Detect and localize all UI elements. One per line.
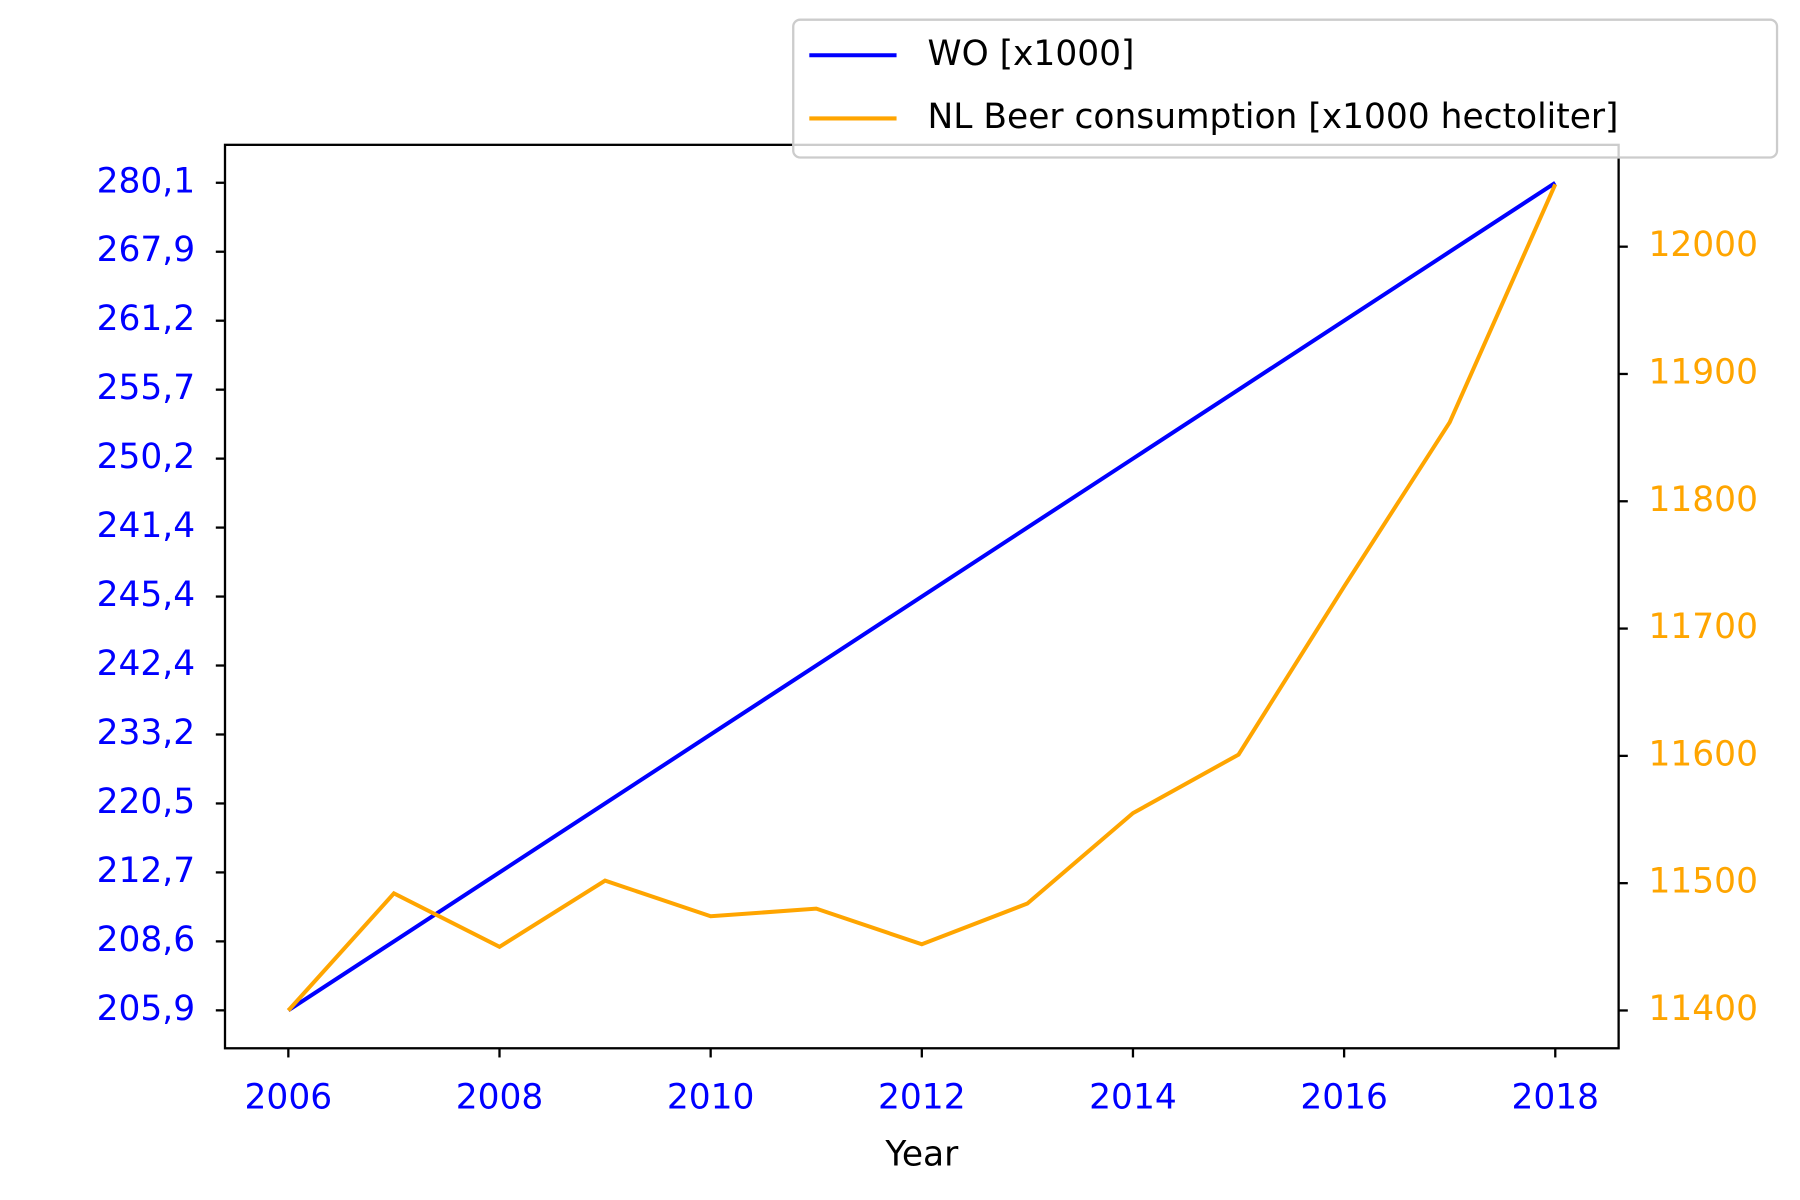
y-tick-label: 261,2 <box>97 299 196 339</box>
y2-tick-label: 11700 <box>1648 607 1758 647</box>
legend-label: WO [x1000] <box>928 34 1135 74</box>
legend-label: NL Beer consumption [x1000 hectoliter] <box>928 97 1619 137</box>
y2-tick-label: 11400 <box>1648 989 1758 1029</box>
series-line <box>287 181 1557 1013</box>
y-tick-label: 241,4 <box>97 506 196 546</box>
y-tick-label: 250,2 <box>97 437 196 477</box>
y2-tick-label: 11600 <box>1648 734 1758 774</box>
legend-box <box>792 18 1779 159</box>
y-tick-label: 245,4 <box>97 575 196 615</box>
y-tick-label: 233,2 <box>97 713 196 753</box>
y2-tick-label: 11800 <box>1648 480 1758 520</box>
x-tick-label: 2016 <box>1300 1077 1388 1117</box>
y-tick-label: 267,9 <box>97 230 196 270</box>
y-tick-label: 242,4 <box>97 644 196 684</box>
x-tick-label: 2012 <box>878 1077 966 1117</box>
y-tick-label: 208,6 <box>97 920 196 960</box>
y2-tick-label: 11900 <box>1648 352 1758 392</box>
x-tick-label: 2008 <box>456 1077 544 1117</box>
y-tick-label: 212,7 <box>97 851 196 891</box>
y-tick-label: 255,7 <box>97 368 196 408</box>
x-tick-label: 2006 <box>245 1077 333 1117</box>
y-tick-label: 220,5 <box>97 782 196 822</box>
x-tick-label: 2010 <box>667 1077 755 1117</box>
y2-tick-label: 11500 <box>1648 862 1758 902</box>
x-tick-label: 2014 <box>1089 1077 1177 1117</box>
y-tick-label: 205,9 <box>97 989 196 1029</box>
x-tick-label: 2018 <box>1511 1077 1599 1117</box>
y-tick-label: 280,1 <box>97 161 196 201</box>
y2-tick-label: 12000 <box>1648 225 1758 265</box>
x-axis-label: Year <box>884 1135 959 1175</box>
series-line <box>286 183 1558 1012</box>
